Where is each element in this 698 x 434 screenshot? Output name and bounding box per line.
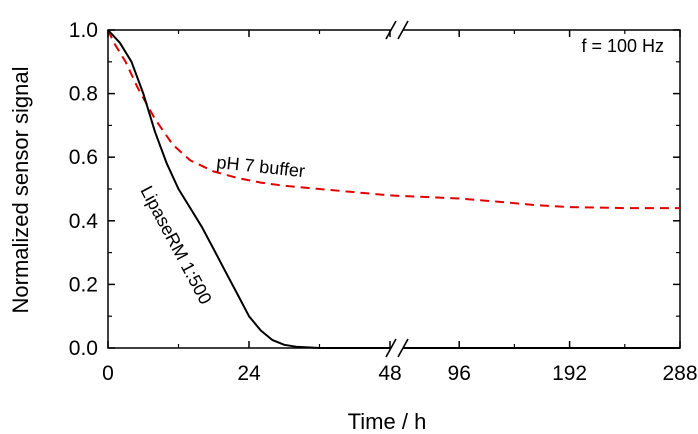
x-axis-break: [385, 20, 409, 358]
axis-break-slash: [385, 338, 397, 358]
frequency-annotation: f = 100 Hz: [581, 36, 664, 56]
x-tick-label: 288: [662, 362, 697, 385]
y-tick-label: 0.4: [69, 210, 99, 233]
y-tick-label: 1.0: [69, 19, 98, 42]
y-tick-label: 0.0: [69, 337, 98, 360]
x-tick-label: 48: [378, 362, 401, 385]
plot-area: 0.0 0.2 0.4 0.6 0.8 1.0 0 24 48 96 192 288: [69, 19, 698, 385]
x-axis-ticks: 0 24 48 96 192 288: [102, 30, 698, 385]
x-tick-label: 24: [237, 362, 261, 385]
y-tick-label: 0.6: [69, 146, 98, 169]
series-layer: [107, 29, 680, 349]
series-line-1: [107, 29, 680, 349]
series-label-lipase: LipaseRM 1:500: [136, 182, 215, 307]
y-tick-label: 0.2: [69, 273, 98, 296]
plot-frame: [107, 29, 681, 349]
axis-break-slash: [397, 20, 409, 40]
axis-break-gap: [391, 340, 403, 356]
y-tick-label: 0.8: [69, 83, 98, 106]
y-axis-title: Normalized sensor signal: [8, 67, 33, 314]
series-label-ph7-buffer: pH 7 buffer: [216, 152, 306, 181]
axis-break-slash: [385, 20, 397, 40]
x-tick-label: 192: [552, 362, 587, 385]
x-tick-label: 0: [102, 362, 114, 385]
x-tick-label: 96: [448, 362, 471, 385]
x-axis-title: Time / h: [348, 409, 427, 434]
y-axis-ticks: 0.0 0.2 0.4 0.6 0.8 1.0: [69, 19, 680, 360]
axis-break-gap: [391, 22, 403, 38]
axis-break-slash: [397, 338, 409, 358]
series-line-0: [107, 29, 680, 210]
